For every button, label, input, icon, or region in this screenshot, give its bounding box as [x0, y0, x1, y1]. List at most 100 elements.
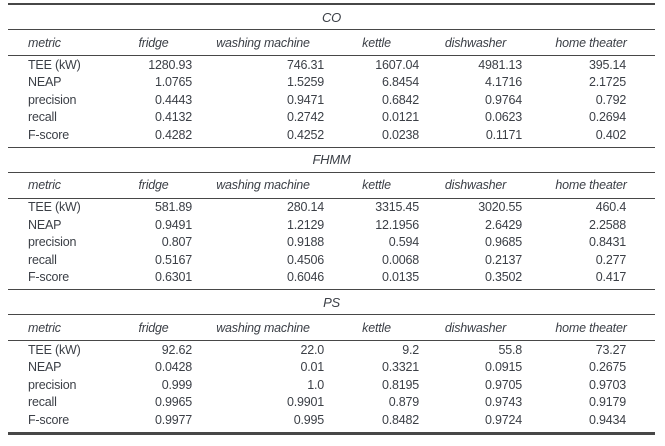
value-cell: 0.3321 — [381, 360, 419, 375]
table-row: recall 0.9965 0.9901 0.879 0.9743 0.9179 — [8, 394, 655, 412]
metric-cell: NEAP — [28, 217, 62, 232]
value-cell: 4.1716 — [484, 75, 522, 90]
value-cell: 0.9188 — [286, 235, 324, 250]
value-cell: 0.9965 — [154, 395, 192, 410]
column-header-row: metric fridge washing machine kettle dishwas… — [8, 29, 656, 56]
value-cell: 0.6301 — [110, 268, 197, 290]
value-cell: 3315.45 — [375, 200, 419, 215]
metric-cell: recall — [28, 395, 57, 410]
value-cell: 0.8482 — [329, 411, 424, 434]
column-header-row: metric fridge washing machine kettle dishwas… — [8, 172, 656, 199]
value-cell: 0.995 — [197, 411, 329, 434]
metric-cell: precision — [28, 377, 77, 392]
column-header-metric: metric — [8, 314, 110, 341]
column-header-dishwasher: dishwasher — [424, 172, 527, 199]
table-row: recall 0.4132 0.2742 0.0121 0.0623 0.2694 — [8, 109, 655, 127]
table-row: precision 0.999 1.0 0.8195 0.9705 0.9703 — [8, 376, 655, 394]
table-row: F-score 0.9977 0.995 0.8482 0.9724 0.9434 — [8, 411, 656, 434]
value-cell: 0.807 — [161, 235, 192, 250]
table-row: recall 0.5167 0.4506 0.0068 0.2137 0.277 — [8, 251, 655, 269]
value-cell: 0.4506 — [286, 252, 324, 267]
value-cell: 2.6429 — [484, 217, 522, 232]
column-header-fridge: fridge — [110, 172, 197, 199]
value-cell: 22.0 — [300, 342, 324, 357]
value-cell: 0.01 — [300, 360, 324, 375]
table-row: TEE (kW) 92.62 22.0 9.2 55.8 73.27 — [8, 341, 655, 359]
column-header-fridge: fridge — [110, 29, 197, 56]
value-cell: 3020.55 — [478, 200, 522, 215]
table-row: precision 0.807 0.9188 0.594 0.9685 0.8431 — [8, 234, 655, 252]
value-cell: 0.4443 — [154, 92, 192, 107]
value-cell: 0.999 — [161, 377, 192, 392]
metric-cell: TEE (kW) — [28, 200, 81, 215]
section-title-row: FHMM — [8, 147, 656, 173]
value-cell: 0.9764 — [484, 92, 522, 107]
results-table-body: CO metric fridge washing machine kettle dishw… — [8, 4, 656, 434]
metric-cell: NEAP — [28, 360, 62, 375]
section-title-row: CO — [8, 4, 656, 30]
value-cell: 0.4132 — [154, 110, 192, 125]
results-table: CO metric fridge washing machine kettle dishw… — [8, 3, 656, 435]
table-row: NEAP 0.9491 1.2129 12.1956 2.6429 2.2588 — [8, 216, 655, 234]
value-cell: 0.2675 — [589, 360, 627, 375]
metric-cell: TEE (kW) — [28, 342, 81, 357]
value-cell: 1.2129 — [286, 217, 324, 232]
value-cell: 0.9491 — [154, 217, 192, 232]
value-cell: 0.8431 — [589, 235, 627, 250]
value-cell: 73.27 — [595, 342, 627, 357]
value-cell: 0.9743 — [484, 395, 522, 410]
column-header-metric: metric — [8, 172, 110, 199]
column-header-dishwasher: dishwasher — [424, 29, 527, 56]
metric-cell: F-score — [8, 411, 110, 434]
value-cell: 0.5167 — [154, 252, 192, 267]
value-cell: 460.4 — [595, 200, 627, 215]
value-cell: 0.879 — [388, 395, 419, 410]
value-cell: 1.0765 — [154, 75, 192, 90]
value-cell: 0.1171 — [424, 126, 527, 148]
value-cell: 581.89 — [154, 200, 192, 215]
value-cell: 1.5259 — [286, 75, 324, 90]
value-cell: 0.9434 — [527, 411, 656, 434]
value-cell: 0.417 — [527, 268, 656, 290]
column-header-home-theater: home theater — [527, 29, 656, 56]
metric-cell: F-score — [8, 268, 110, 290]
value-cell: 9.2 — [402, 342, 419, 357]
section-title: FHMM — [8, 147, 656, 173]
value-cell: 0.2694 — [589, 110, 627, 125]
value-cell: 0.0623 — [484, 110, 522, 125]
value-cell: 280.14 — [286, 200, 324, 215]
value-cell: 0.277 — [595, 252, 627, 267]
column-header-washing-machine: washing machine — [197, 314, 329, 341]
value-cell: 0.0238 — [329, 126, 424, 148]
column-header-washing-machine: washing machine — [197, 172, 329, 199]
value-cell: 0.2137 — [484, 252, 522, 267]
column-header-home-theater: home theater — [527, 172, 656, 199]
section-title: CO — [8, 4, 656, 30]
table-row: precision 0.4443 0.9471 0.6842 0.9764 0.792 — [8, 91, 655, 109]
value-cell: 0.4282 — [110, 126, 197, 148]
value-cell: 395.14 — [589, 57, 627, 72]
value-cell: 55.8 — [498, 342, 522, 357]
table-row: NEAP 1.0765 1.5259 6.8454 4.1716 2.1725 — [8, 74, 655, 92]
metric-cell: precision — [28, 92, 77, 107]
table-row: TEE (kW) 1280.93 746.31 1607.04 4981.13 395.1… — [8, 56, 655, 74]
value-cell: 0.6842 — [381, 92, 419, 107]
value-cell: 0.0068 — [381, 252, 419, 267]
metric-cell: F-score — [8, 126, 110, 148]
value-cell: 0.8195 — [381, 377, 419, 392]
metric-cell: TEE (kW) — [28, 57, 81, 72]
value-cell: 746.31 — [286, 57, 324, 72]
value-cell: 0.9179 — [589, 395, 627, 410]
value-cell: 1280.93 — [148, 57, 192, 72]
value-cell: 0.0428 — [154, 360, 192, 375]
column-header-home-theater: home theater — [527, 314, 656, 341]
value-cell: 0.9471 — [286, 92, 324, 107]
table-row: NEAP 0.0428 0.01 0.3321 0.0915 0.2675 — [8, 359, 655, 377]
column-header-dishwasher: dishwasher — [424, 314, 527, 341]
value-cell: 0.2742 — [286, 110, 324, 125]
value-cell: 0.402 — [527, 126, 656, 148]
value-cell: 0.0121 — [381, 110, 419, 125]
value-cell: 2.2588 — [589, 217, 627, 232]
value-cell: 92.62 — [161, 342, 192, 357]
